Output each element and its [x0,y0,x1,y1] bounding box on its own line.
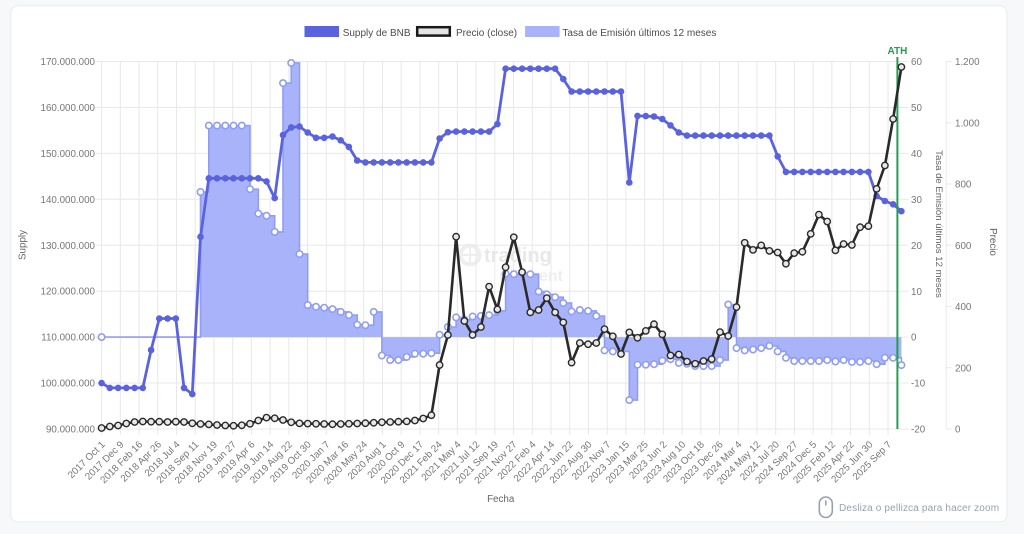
svg-text:Tasa de Emisión últimos 12 mes: Tasa de Emisión últimos 12 meses [933,150,944,298]
svg-text:Desliza o pellizca para hacer: Desliza o pellizca para hacer zoom [839,503,999,514]
svg-text:40: 40 [911,149,922,160]
svg-text:Precio: Precio [987,228,998,256]
svg-text:Tasa de Emisión últimos 12 mes: Tasa de Emisión últimos 12 meses [562,28,716,39]
svg-text:30: 30 [911,195,922,206]
svg-text:0: 0 [911,333,917,344]
svg-text:10: 10 [911,287,922,298]
svg-text:120.000.000: 120.000.000 [41,287,96,298]
svg-text:170.000.000: 170.000.000 [41,57,96,68]
svg-text:Fecha: Fecha [487,494,515,505]
svg-text:110.000.000: 110.000.000 [41,333,95,344]
svg-text:60: 60 [911,57,922,68]
svg-text:600: 600 [955,241,972,252]
svg-text:Precio (close): Precio (close) [456,28,517,39]
svg-text:-20: -20 [911,425,926,436]
svg-text:-10: -10 [911,379,926,390]
svg-text:200: 200 [955,363,972,374]
svg-text:140.000.000: 140.000.000 [41,195,96,206]
svg-text:Supply de BNB: Supply de BNB [343,28,411,39]
svg-text:ATH: ATH [887,46,907,57]
svg-text:150.000.000: 150.000.000 [41,149,96,160]
svg-text:130.000.000: 130.000.000 [41,241,96,252]
svg-text:0: 0 [955,425,961,436]
svg-text:50: 50 [911,103,922,114]
svg-text:100.000.000: 100.000.000 [41,379,96,390]
svg-text:400: 400 [955,302,972,313]
svg-text:160.000.000: 160.000.000 [41,103,96,114]
svg-text:800: 800 [955,180,972,191]
svg-text:90.000.000: 90.000.000 [46,425,96,436]
svg-text:Supply: Supply [18,230,29,260]
svg-text:20: 20 [911,241,922,252]
svg-text:1.000: 1.000 [955,118,980,129]
svg-text:1.200: 1.200 [955,57,980,68]
